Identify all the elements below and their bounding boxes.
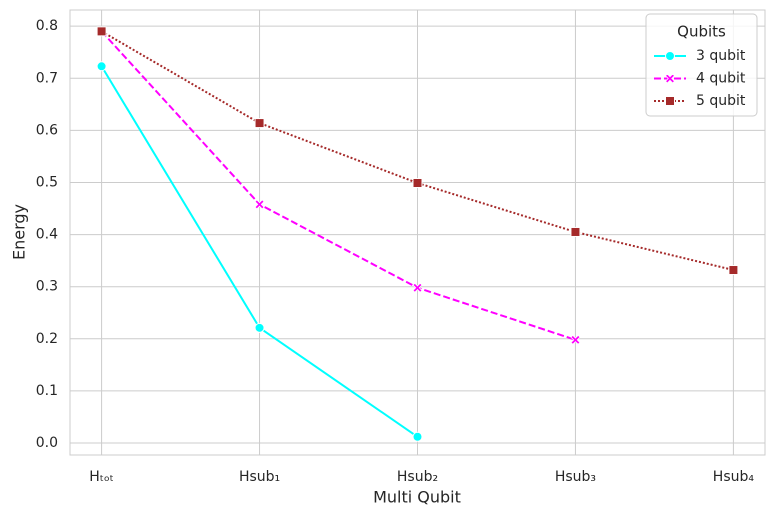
point (728, 265, 739, 276)
legend-marker (665, 51, 675, 61)
point (96, 26, 107, 37)
line (101, 30, 734, 271)
y-axis-label: Energy (10, 204, 29, 260)
legend-marker (664, 73, 676, 84)
legend-title: Qubits (677, 23, 726, 41)
series (96, 26, 739, 276)
line (100, 30, 576, 341)
point (254, 322, 265, 333)
plot-frame (69, 9, 766, 456)
y-tick-label: 0.8 (36, 18, 58, 34)
x-tick-label: Hₜₒₜ (89, 469, 114, 485)
x-tick-label: Hsub₃ (555, 469, 596, 485)
point (570, 334, 581, 345)
x-tick-label: Hsub₁ (239, 469, 280, 485)
series (96, 61, 423, 442)
legend-marker (665, 96, 675, 106)
point (570, 226, 581, 237)
point (412, 431, 423, 442)
legend-label: 3 qubit (696, 48, 746, 64)
y-tick-label: 0.6 (36, 122, 58, 138)
legend-label: 4 qubit (696, 71, 746, 87)
point (412, 177, 423, 188)
legend-box (645, 13, 758, 117)
point (96, 61, 107, 72)
x-tick-label: Hsub₄ (713, 469, 755, 485)
y-tick-label: 0.5 (36, 174, 58, 190)
x-tick-label: Hsub₂ (397, 469, 438, 485)
y-tick-label: 0.3 (36, 279, 58, 295)
point (254, 199, 265, 210)
y-tick-label: 0.4 (36, 227, 58, 243)
series (96, 26, 581, 345)
x-axis-label: Multi Qubit (373, 488, 461, 507)
legend-label: 5 qubit (696, 93, 746, 109)
point (412, 282, 423, 293)
y-tick-label: 0.1 (36, 383, 58, 399)
y-tick-label: 0.0 (36, 435, 58, 451)
y-tick-label: 0.2 (36, 331, 58, 347)
point (254, 118, 265, 129)
legend: Qubits 3 qubit 4 qubit 5 qubit (645, 13, 758, 117)
y-tick-label: 0.7 (36, 70, 58, 86)
